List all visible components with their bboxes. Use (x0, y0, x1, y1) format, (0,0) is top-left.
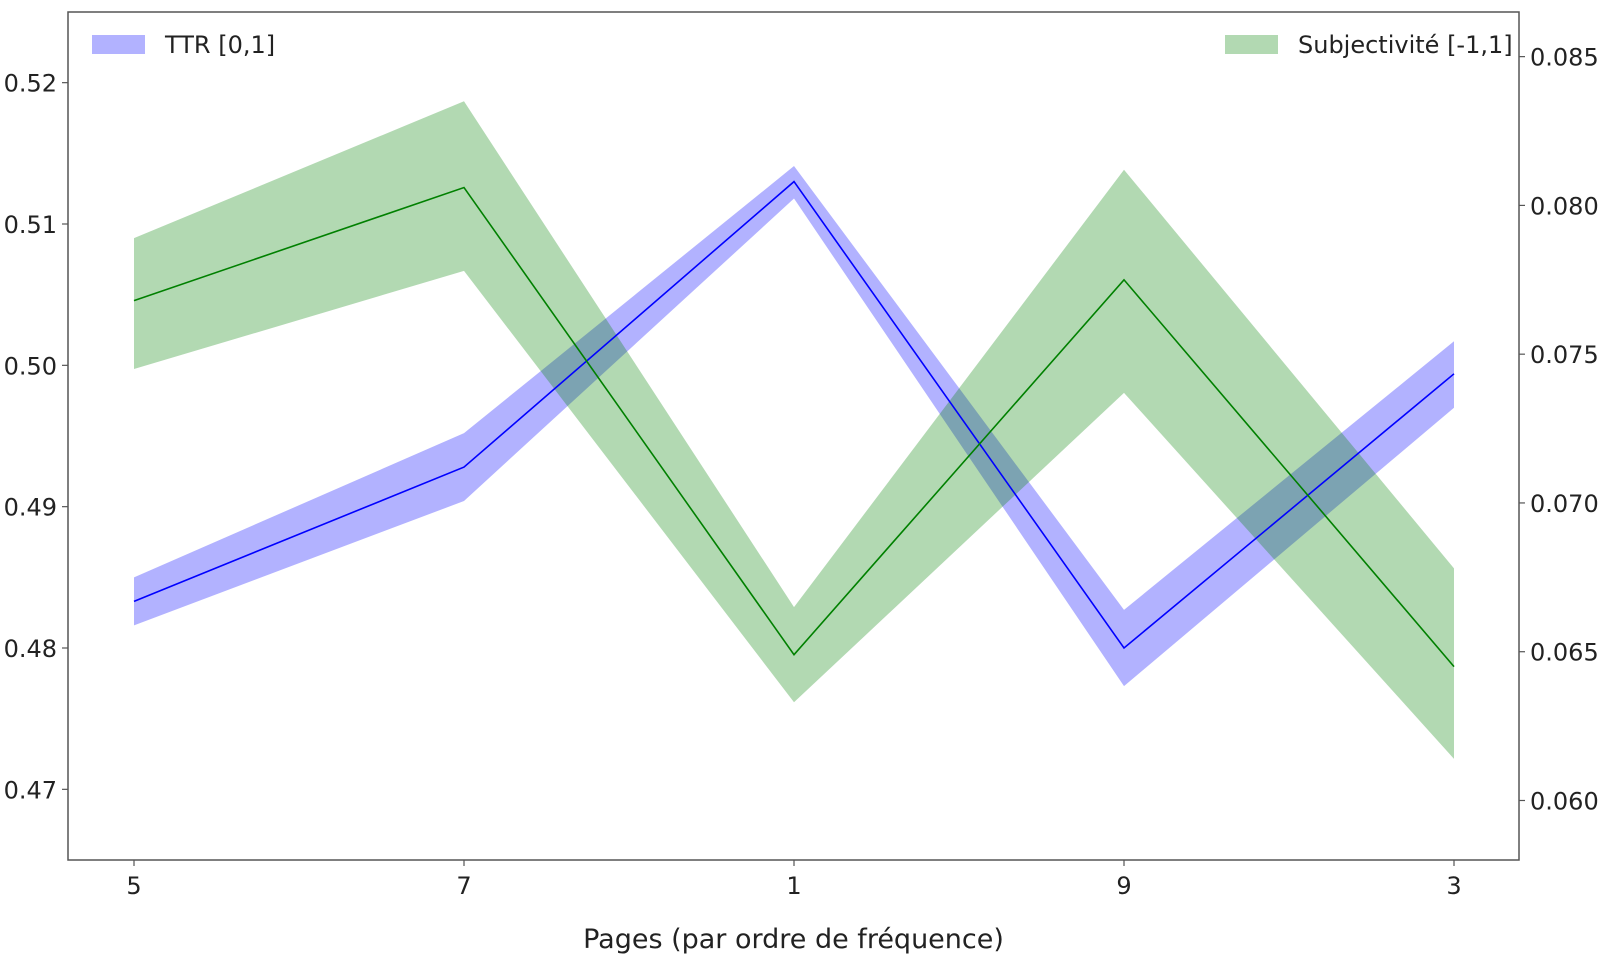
confidence-bands (134, 101, 1454, 759)
right-y-tick-label: 0.065 (1530, 639, 1599, 667)
right-y-tick-label: 0.075 (1530, 341, 1599, 369)
left-y-tick-label: 0.50 (4, 352, 57, 380)
right-y-tick-label: 0.060 (1530, 787, 1599, 815)
legend-ttr: TTR [0,1] (92, 31, 275, 59)
legend-label-subjectivite: Subjectivité [-1,1] (1298, 31, 1513, 59)
left-y-axis-ticks: 0.47 0.48 0.49 0.50 0.51 0.52 (4, 70, 68, 804)
left-y-tick-label: 0.52 (4, 70, 57, 98)
legend-label-ttr: TTR [0,1] (164, 31, 275, 59)
left-y-tick-label: 0.48 (4, 635, 57, 663)
x-tick-label: 5 (126, 872, 141, 900)
series-lines (133, 180, 1455, 668)
left-y-tick-label: 0.51 (4, 211, 57, 239)
right-y-tick-label: 0.085 (1530, 44, 1599, 72)
band-subjectivite (134, 101, 1454, 759)
x-tick-label: 9 (1116, 872, 1131, 900)
legend-swatch-ttr (92, 35, 145, 54)
right-y-axis-ticks: 0.060 0.065 0.070 0.075 0.080 0.085 (1519, 44, 1599, 815)
right-y-tick-label: 0.070 (1530, 490, 1599, 518)
x-tick-label: 7 (456, 872, 471, 900)
right-y-tick-label: 0.080 (1530, 192, 1599, 220)
left-y-tick-label: 0.49 (4, 494, 57, 522)
x-tick-label: 1 (786, 872, 801, 900)
legend-swatch-subjectivite (1225, 35, 1278, 54)
legend-subjectivite: Subjectivité [-1,1] (1225, 31, 1513, 59)
x-axis-label: Pages (par ordre de fréquence) (583, 924, 1004, 955)
x-axis-ticks: 5 7 1 9 3 (126, 860, 1462, 900)
x-tick-label: 3 (1446, 872, 1461, 900)
left-y-tick-label: 0.47 (4, 776, 57, 804)
